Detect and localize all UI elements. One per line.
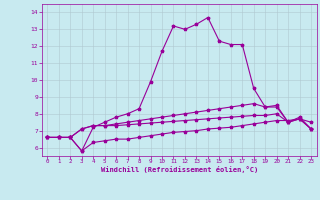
X-axis label: Windchill (Refroidissement éolien,°C): Windchill (Refroidissement éolien,°C) (100, 166, 258, 173)
